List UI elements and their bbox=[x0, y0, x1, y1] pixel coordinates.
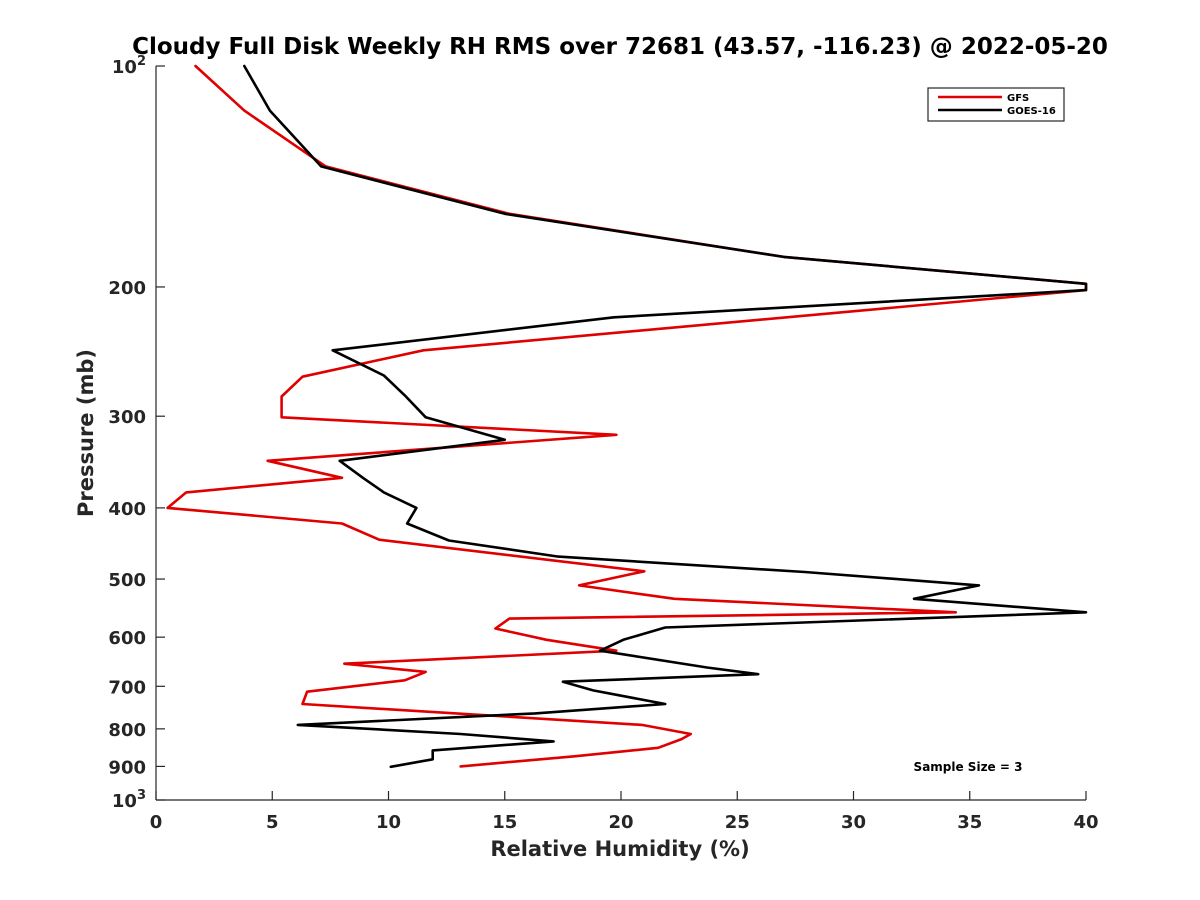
x-tick-label-5: 5 bbox=[266, 812, 279, 833]
x-tick-label-30: 30 bbox=[841, 812, 866, 833]
y-tick-label-600: 600 bbox=[108, 628, 146, 649]
y-tick-label-100: 102 bbox=[112, 54, 146, 78]
legend-label-goes16: GOES-16 bbox=[1007, 106, 1056, 117]
x-tick-label-35: 35 bbox=[957, 812, 982, 833]
y-tick-label-500: 500 bbox=[108, 570, 146, 591]
y-tick-label-200: 200 bbox=[108, 278, 146, 299]
y-tick-label-1000: 103 bbox=[112, 788, 146, 812]
y-tick-label-400: 400 bbox=[108, 499, 146, 520]
chart-title: Cloudy Full Disk Weekly RH RMS over 7268… bbox=[132, 34, 1108, 60]
x-tick-label-20: 20 bbox=[608, 812, 633, 833]
x-tick-label-25: 25 bbox=[725, 812, 750, 833]
series-line-gfs bbox=[166, 64, 1088, 768]
y-tick-label-700: 700 bbox=[108, 677, 146, 698]
series-line-goes-16 bbox=[243, 64, 1088, 769]
legend: GFS GOES-16 bbox=[927, 87, 1065, 122]
x-tick-label-0: 0 bbox=[150, 812, 163, 833]
plot-area: 0 5 10 15 20 25 30 35 40 102 200 300 400 500 600 700 800… bbox=[108, 54, 1098, 833]
sample-size-annotation: Sample Size = 3 bbox=[914, 760, 1023, 774]
x-tick-label-40: 40 bbox=[1073, 812, 1098, 833]
x-tick-label-10: 10 bbox=[376, 812, 401, 833]
y-tick-label-900: 900 bbox=[108, 757, 146, 778]
legend-box bbox=[927, 87, 1065, 122]
y-tick-label-800: 800 bbox=[108, 720, 146, 741]
x-axis-label: Relative Humidity (%) bbox=[490, 837, 749, 861]
x-tick-label-15: 15 bbox=[492, 812, 517, 833]
legend-label-gfs: GFS bbox=[1007, 93, 1029, 104]
y-axis-label: Pressure (mb) bbox=[74, 349, 98, 517]
y-tick-label-300: 300 bbox=[108, 407, 146, 428]
